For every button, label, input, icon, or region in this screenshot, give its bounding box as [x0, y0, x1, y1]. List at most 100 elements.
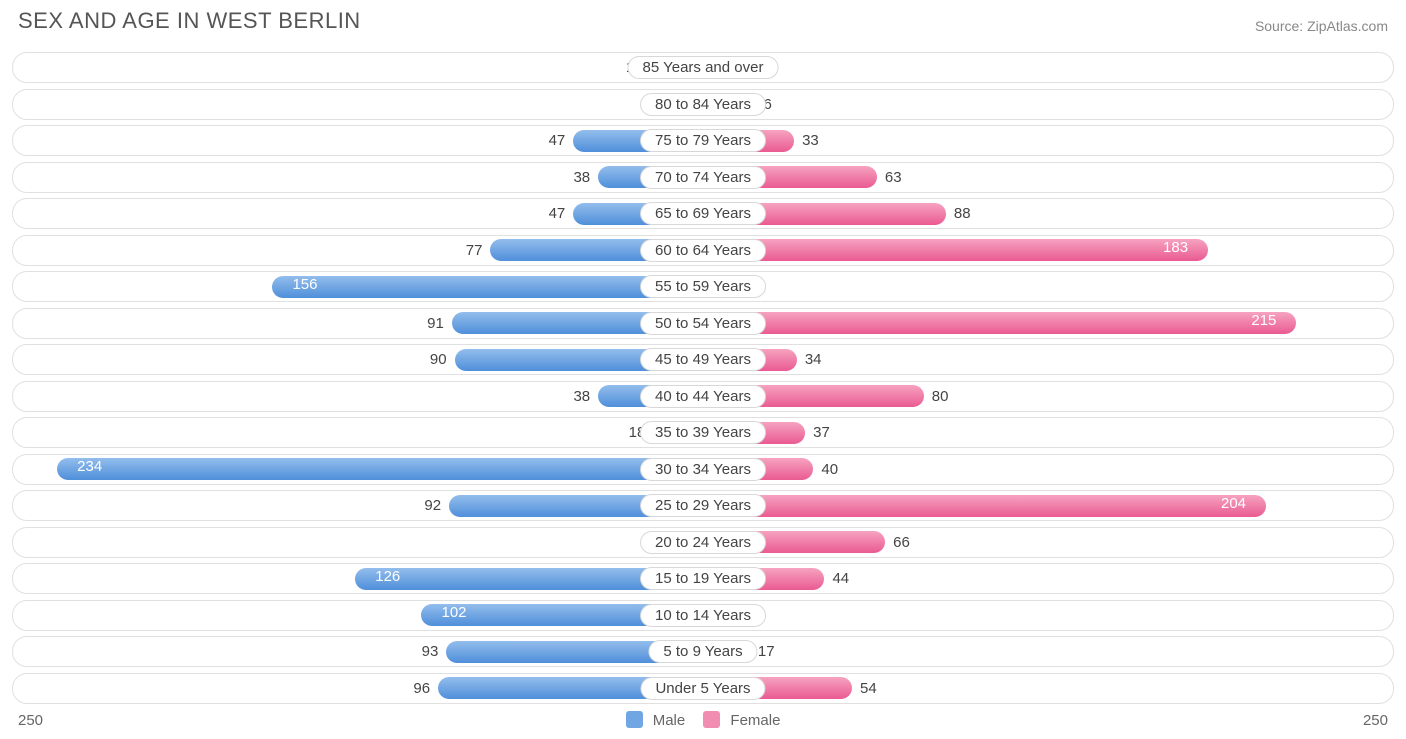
female-side: 54	[703, 674, 1393, 703]
female-value: 37	[805, 424, 838, 441]
age-bracket-label: 5 to 9 Years	[648, 640, 757, 663]
male-value: 96	[405, 680, 438, 697]
female-side: 66	[703, 528, 1393, 557]
female-side: 40	[703, 455, 1393, 484]
female-side: 34	[703, 345, 1393, 374]
legend-label-male: Male	[653, 712, 686, 729]
female-side: 37	[703, 418, 1393, 447]
female-side: 0	[703, 601, 1393, 630]
female-value: 80	[924, 388, 957, 405]
female-value: 183	[1155, 239, 1196, 256]
chart-plot: 191885 Years and over01680 to 84 Years47…	[12, 52, 1394, 704]
legend-item-female: Female	[703, 711, 780, 729]
axis-max-right: 250	[1363, 712, 1388, 729]
male-side: 0	[13, 90, 703, 119]
female-side: 18	[703, 53, 1393, 82]
axis-max-left: 250	[18, 712, 43, 729]
female-side: 44	[703, 564, 1393, 593]
male-side: 156	[13, 272, 703, 301]
chart-title: SEX AND AGE IN WEST BERLIN	[18, 8, 361, 34]
female-side: 63	[703, 163, 1393, 192]
male-value: 38	[565, 388, 598, 405]
male-value: 234	[69, 458, 110, 475]
female-side: 80	[703, 382, 1393, 411]
female-side: 88	[703, 199, 1393, 228]
age-bracket-label: 25 to 29 Years	[640, 494, 766, 517]
male-value: 47	[541, 132, 574, 149]
pyramid-row: 01680 to 84 Years	[12, 89, 1394, 120]
age-bracket-label: 50 to 54 Years	[640, 312, 766, 335]
female-value: 33	[794, 132, 827, 149]
male-value: 102	[433, 604, 474, 621]
male-side: 91	[13, 309, 703, 338]
male-value: 156	[284, 276, 325, 293]
male-side: 47	[13, 126, 703, 155]
female-side: 16	[703, 90, 1393, 119]
age-bracket-label: 65 to 69 Years	[640, 202, 766, 225]
male-side: 234	[13, 455, 703, 484]
male-bar: 234	[57, 458, 703, 480]
pyramid-row: 102 010 to 14 Years	[12, 600, 1394, 631]
pyramid-row: 234 4030 to 34 Years	[12, 454, 1394, 485]
pyramid-row: 9220425 to 29 Years	[12, 490, 1394, 521]
male-side: 47	[13, 199, 703, 228]
male-side: 19	[13, 53, 703, 82]
pyramid-row: 7718360 to 64 Years	[12, 235, 1394, 266]
age-bracket-label: 70 to 74 Years	[640, 166, 766, 189]
chart-container: SEX AND AGE IN WEST BERLIN Source: ZipAt…	[0, 0, 1406, 731]
male-side: 92	[13, 491, 703, 520]
male-value: 38	[565, 169, 598, 186]
age-bracket-label: Under 5 Years	[640, 677, 765, 700]
female-value: 54	[852, 680, 885, 697]
chart-footer: 250 Male Female 250	[12, 709, 1394, 729]
male-side: 18	[13, 418, 703, 447]
male-value: 91	[419, 315, 452, 332]
pyramid-row: 191885 Years and over	[12, 52, 1394, 83]
male-value: 126	[367, 568, 408, 585]
male-side: 93	[13, 637, 703, 666]
age-bracket-label: 30 to 34 Years	[640, 458, 766, 481]
female-side: 12	[703, 272, 1393, 301]
pyramid-row: 38 63 70 to 74 Years	[12, 162, 1394, 193]
legend-swatch-male	[626, 711, 643, 728]
female-side: 215	[703, 309, 1393, 338]
age-bracket-label: 55 to 59 Years	[640, 275, 766, 298]
pyramid-row: 156 1255 to 59 Years	[12, 271, 1394, 302]
age-bracket-label: 35 to 39 Years	[640, 421, 766, 444]
age-bracket-label: 20 to 24 Years	[640, 531, 766, 554]
female-value: 88	[946, 205, 979, 222]
male-value: 92	[416, 497, 449, 514]
male-side: 96	[13, 674, 703, 703]
female-bar: 183	[703, 239, 1208, 261]
male-side: 77	[13, 236, 703, 265]
male-side: 102	[13, 601, 703, 630]
female-value: 63	[877, 169, 910, 186]
female-value: 215	[1243, 312, 1284, 329]
age-bracket-label: 85 Years and over	[628, 56, 779, 79]
male-side: 0	[13, 528, 703, 557]
female-side: 17	[703, 637, 1393, 666]
pyramid-row: 96 54 Under 5 Years	[12, 673, 1394, 704]
age-bracket-label: 80 to 84 Years	[640, 93, 766, 116]
legend-label-female: Female	[730, 712, 780, 729]
female-value: 66	[885, 534, 918, 551]
male-bar: 156	[272, 276, 703, 298]
female-side: 183	[703, 236, 1393, 265]
male-value: 47	[541, 205, 574, 222]
female-bar: 215	[703, 312, 1296, 334]
male-value: 90	[422, 351, 455, 368]
female-side: 33	[703, 126, 1393, 155]
pyramid-row: 473375 to 79 Years	[12, 125, 1394, 156]
female-value: 34	[797, 351, 830, 368]
age-bracket-label: 10 to 14 Years	[640, 604, 766, 627]
age-bracket-label: 15 to 19 Years	[640, 567, 766, 590]
male-value: 77	[458, 242, 491, 259]
legend-item-male: Male	[626, 711, 686, 729]
male-side: 126	[13, 564, 703, 593]
pyramid-row: 126 4415 to 19 Years	[12, 563, 1394, 594]
male-side: 38	[13, 382, 703, 411]
pyramid-row: 903445 to 49 Years	[12, 344, 1394, 375]
legend-swatch-female	[703, 711, 720, 728]
pyramid-row: 93175 to 9 Years	[12, 636, 1394, 667]
pyramid-row: 388040 to 44 Years	[12, 381, 1394, 412]
